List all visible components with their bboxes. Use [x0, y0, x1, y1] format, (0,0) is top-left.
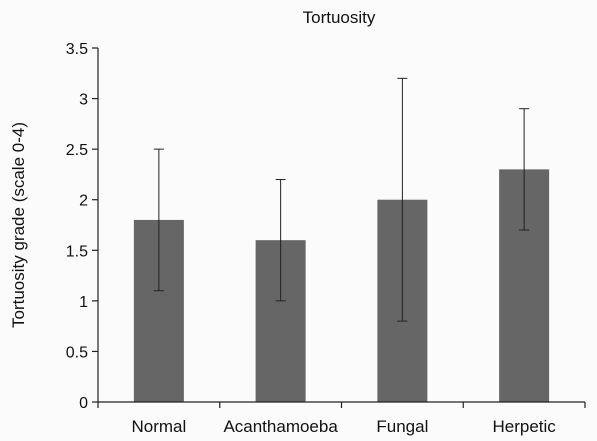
x-category-label: Fungal: [376, 417, 428, 436]
y-tick-label: 3: [79, 92, 88, 109]
chart-title: Tortuosity: [303, 8, 376, 27]
bars-group: [133, 169, 550, 402]
x-category-label: Herpetic: [492, 417, 556, 436]
y-ticks-group: 0 0.5 1 1.5 2 2.5 3 3.5: [66, 41, 98, 412]
x-category-label: Acanthamoeba: [223, 417, 338, 436]
y-tick-label: 3.5: [66, 41, 88, 58]
y-tick-label: 0.5: [66, 344, 88, 361]
y-tick-label: 0: [79, 395, 88, 412]
x-category-label: Normal: [131, 417, 186, 436]
error-bars-group: [153, 77, 530, 322]
y-tick-label: 1: [79, 294, 88, 311]
y-tick-label: 1.5: [66, 243, 88, 260]
y-tick-label: 2: [79, 193, 88, 210]
x-ticks-group: [97, 402, 586, 408]
category-labels-group: Normal Acanthamoeba Fungal Herpetic: [131, 417, 556, 436]
y-tick-label: 2.5: [66, 142, 88, 159]
y-axis-label: Tortuosity grade (scale 0-4): [9, 122, 28, 328]
